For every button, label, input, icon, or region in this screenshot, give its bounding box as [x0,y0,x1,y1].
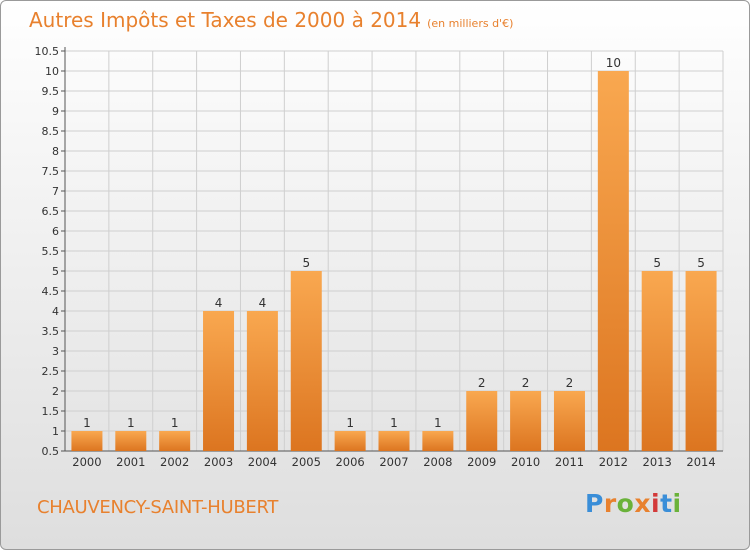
bar-2007 [378,431,410,451]
data-label: 4 [259,296,267,310]
data-label: 1 [434,416,442,430]
y-tick-label: 2.5 [42,365,60,378]
chart-title: Autres Impôts et Taxes de 2000 à 2014 (en… [29,8,513,32]
y-tick-label: 1.5 [42,405,60,418]
data-label: 2 [522,376,530,390]
bar-2009 [466,391,498,451]
y-tick-label: 2 [52,385,59,398]
x-tick-label: 2000 [72,455,101,469]
logo-letter: x [634,489,651,518]
bar-2008 [422,431,454,451]
x-tick-label: 2011 [555,455,584,469]
data-label: 2 [478,376,486,390]
y-tick-label: 9.5 [42,85,60,98]
y-tick-label: 4.5 [42,285,60,298]
bar-2012 [597,71,629,451]
x-tick-label: 2005 [292,455,321,469]
data-label: 4 [215,296,223,310]
logo-letter: i [651,489,661,518]
x-tick-label: 2002 [160,455,189,469]
x-tick-label: 2006 [335,455,364,469]
bar-2000 [71,431,103,451]
x-tick-label: 2004 [248,455,277,469]
chart-title-text: Autres Impôts et Taxes de 2000 à 2014 [29,8,422,32]
y-tick-label: 5 [52,265,59,278]
x-tick-label: 2009 [467,455,496,469]
bar-2013 [641,271,673,451]
y-tick-label: 5.5 [42,245,60,258]
bar-2003 [203,311,235,451]
data-label: 1 [171,416,179,430]
y-tick-label: 8 [52,145,59,158]
y-tick-label: 6.5 [42,205,60,218]
data-label: 1 [346,416,354,430]
data-label: 5 [302,256,310,270]
data-label: 10 [606,56,621,70]
x-tick-label: 2012 [599,455,628,469]
y-tick-label: 0.5 [42,445,60,458]
x-tick-label: 2014 [686,455,715,469]
data-label: 1 [390,416,398,430]
chart-unit: (en milliers d'€) [427,17,514,30]
proxiti-logo: Proxiti [585,489,682,518]
x-tick-label: 2007 [379,455,408,469]
logo-letter: t [660,489,673,518]
data-label: 1 [83,416,91,430]
logo-letter: i [672,489,682,518]
bar-2010 [510,391,542,451]
y-tick-label: 10 [45,65,59,78]
y-tick-label: 4 [52,305,59,318]
y-tick-label: 6 [52,225,59,238]
bar-2011 [553,391,585,451]
y-tick-label: 10.5 [35,45,60,58]
logo-letter: P [585,489,604,518]
x-tick-label: 2013 [643,455,672,469]
x-tick-label: 2001 [116,455,145,469]
bar-2014 [685,271,717,451]
x-tick-label: 2003 [204,455,233,469]
data-label: 5 [697,256,705,270]
x-tick-label: 2008 [423,455,452,469]
bar-2001 [115,431,147,451]
y-tick-label: 7 [52,185,59,198]
y-tick-label: 9 [52,105,59,118]
logo-letter: o [616,489,635,518]
data-label: 1 [127,416,135,430]
bar-2006 [334,431,366,451]
logo-letter: r [603,489,617,518]
y-tick-label: 8.5 [42,125,60,138]
commune-name: CHAUVENCY-SAINT-HUBERT [37,497,279,518]
bar-2004 [246,311,278,451]
y-tick-label: 3 [52,345,59,358]
bar-2002 [159,431,191,451]
data-label: 2 [566,376,574,390]
data-label: 5 [653,256,661,270]
y-tick-label: 3.5 [42,325,60,338]
y-tick-label: 1 [52,425,59,438]
x-tick-label: 2010 [511,455,540,469]
bar-2005 [290,271,322,451]
y-tick-label: 7.5 [42,165,60,178]
